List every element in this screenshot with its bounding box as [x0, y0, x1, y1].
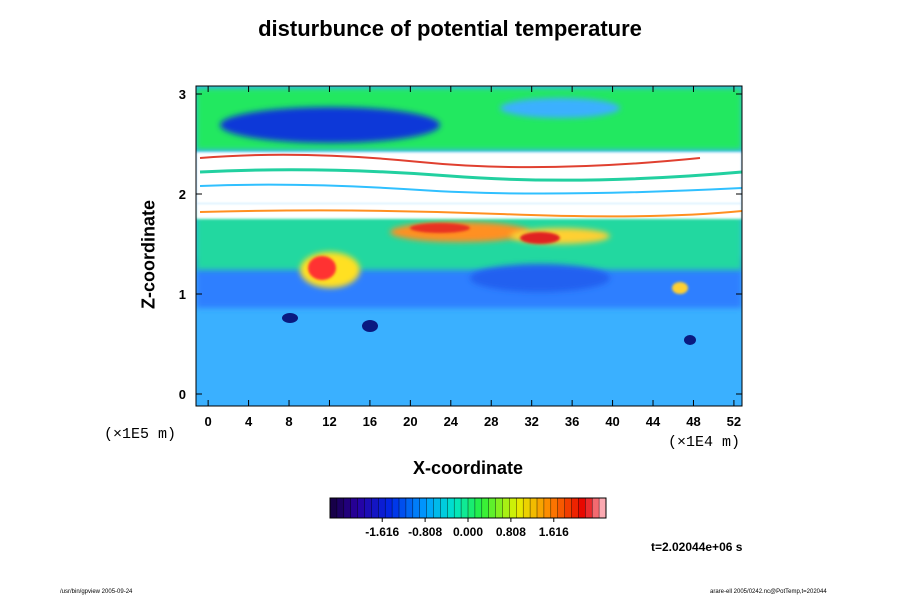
- cold-anomaly-top: [220, 107, 440, 143]
- colorbar-swatch: [454, 498, 462, 518]
- x-tick-label: 44: [646, 414, 661, 429]
- colorbar-swatch: [440, 498, 448, 518]
- colorbar-swatch: [336, 498, 345, 518]
- colorbar-swatch: [350, 498, 358, 518]
- footer-source: arare-ell 2005/0242.nc@PotTemp,t=202044: [710, 589, 827, 595]
- colorbar-tick-label: -1.616: [365, 525, 399, 539]
- colorbar-swatch: [385, 498, 393, 518]
- colorbar-swatch: [399, 498, 407, 518]
- x-tick-label: 40: [605, 414, 619, 429]
- colorbar-swatch: [474, 498, 483, 518]
- x-axis-multiplier: (×1E4 m): [668, 434, 741, 451]
- footer-command: /usr/bin/gpview 2005-09-24: [60, 589, 133, 595]
- colorbar-swatch: [571, 498, 579, 518]
- colorbar-swatch: [392, 498, 400, 518]
- colorbar-swatch: [543, 498, 552, 518]
- colorbar-swatch: [599, 498, 607, 518]
- y-tick-label: 1: [179, 287, 186, 302]
- heatmap-field: [196, 86, 742, 406]
- x-axis-label: X-coordinate: [412, 458, 523, 478]
- colorbar-swatch: [585, 498, 593, 518]
- y-axis-label: Z-coordinate: [138, 200, 159, 310]
- plot-frame: [195, 85, 743, 407]
- colorbar-swatch: [357, 498, 365, 518]
- colorbar-swatch: [592, 498, 600, 518]
- cool-patch-mid: [470, 264, 610, 292]
- chart-title: disturbunce of potential temperature: [258, 16, 642, 41]
- colorbar-swatch: [578, 498, 586, 518]
- plume-red: [308, 256, 336, 280]
- colorbar-swatch: [564, 498, 572, 518]
- colorbar-swatch: [481, 498, 489, 518]
- x-tick-label: 48: [686, 414, 700, 429]
- x-axis-ticks: 0 4 8 12 16 20 24 28 32 36 40 44 48 52: [205, 86, 741, 429]
- time-annotation: t=2.02044e+06 s: [651, 540, 743, 554]
- x-tick-label: 4: [245, 414, 253, 429]
- filament-4: [199, 209, 742, 218]
- colorbar-swatch: [516, 498, 524, 518]
- colorbar-swatch: [412, 498, 420, 518]
- cool-patch-top: [500, 98, 620, 118]
- colorbar-swatch: [378, 498, 386, 518]
- filament-3: [199, 183, 742, 195]
- masked-layer-lower: [196, 203, 742, 219]
- colorbar-tick-label: 0.808: [496, 525, 526, 539]
- colorbar-swatch: [523, 498, 531, 518]
- colorbar-tick-label: -0.808: [408, 525, 442, 539]
- colorbar-swatch: [330, 498, 338, 518]
- y-tick-label: 0: [179, 387, 186, 402]
- cold-vortex-c: [684, 335, 696, 345]
- filament-2: [199, 168, 742, 182]
- colorbar-swatch: [468, 498, 476, 518]
- colorbar-swatch: [433, 498, 441, 518]
- y-tick-label: 2: [179, 187, 186, 202]
- colorbar-swatch: [419, 498, 427, 518]
- x-tick-label: 28: [484, 414, 498, 429]
- colorbar-tick-label: 1.616: [539, 525, 569, 539]
- x-tick-label: 16: [363, 414, 377, 429]
- hot-spot-a: [520, 232, 560, 244]
- colorbar-swatch: [364, 498, 372, 518]
- colorbar-swatch: [447, 498, 455, 518]
- colorbar-tick-label: 0.000: [453, 525, 483, 539]
- x-tick-label: 8: [285, 414, 292, 429]
- small-warm-spot: [672, 282, 688, 294]
- x-tick-label: 12: [322, 414, 336, 429]
- colorbar-swatch: [537, 498, 545, 518]
- x-tick-label: 0: [205, 414, 212, 429]
- colorbar-swatch: [343, 498, 351, 518]
- y-axis-ticks: 0 1 2 3: [179, 87, 742, 402]
- x-tick-label: 52: [727, 414, 741, 429]
- colorbar-swatch: [488, 498, 496, 518]
- x-tick-label: 24: [444, 414, 459, 429]
- hot-spot-b: [410, 223, 470, 233]
- colorbar-swatch: [502, 498, 510, 518]
- cold-vortex-b: [282, 313, 298, 323]
- colorbar-swatch: [405, 498, 414, 518]
- colorbar-swatch: [550, 498, 558, 518]
- colorbar-swatch: [530, 498, 538, 518]
- x-tick-label: 32: [524, 414, 538, 429]
- colorbar-swatch: [461, 498, 469, 518]
- y-axis-multiplier: (×1E5 m): [104, 426, 177, 443]
- colorbar-swatch: [495, 498, 503, 518]
- x-tick-label: 20: [403, 414, 417, 429]
- y-tick-label: 3: [179, 87, 186, 102]
- filament-1: [199, 153, 701, 169]
- colorbar: -1.616 -0.808 0.000 0.808 1.616: [329, 497, 607, 539]
- colorbar-swatch: [557, 498, 565, 518]
- x-tick-label: 36: [565, 414, 579, 429]
- colorbar-swatch: [371, 498, 379, 518]
- colorbar-swatch: [509, 498, 517, 518]
- colorbar-swatch: [426, 498, 434, 518]
- cold-vortex-a: [362, 320, 378, 332]
